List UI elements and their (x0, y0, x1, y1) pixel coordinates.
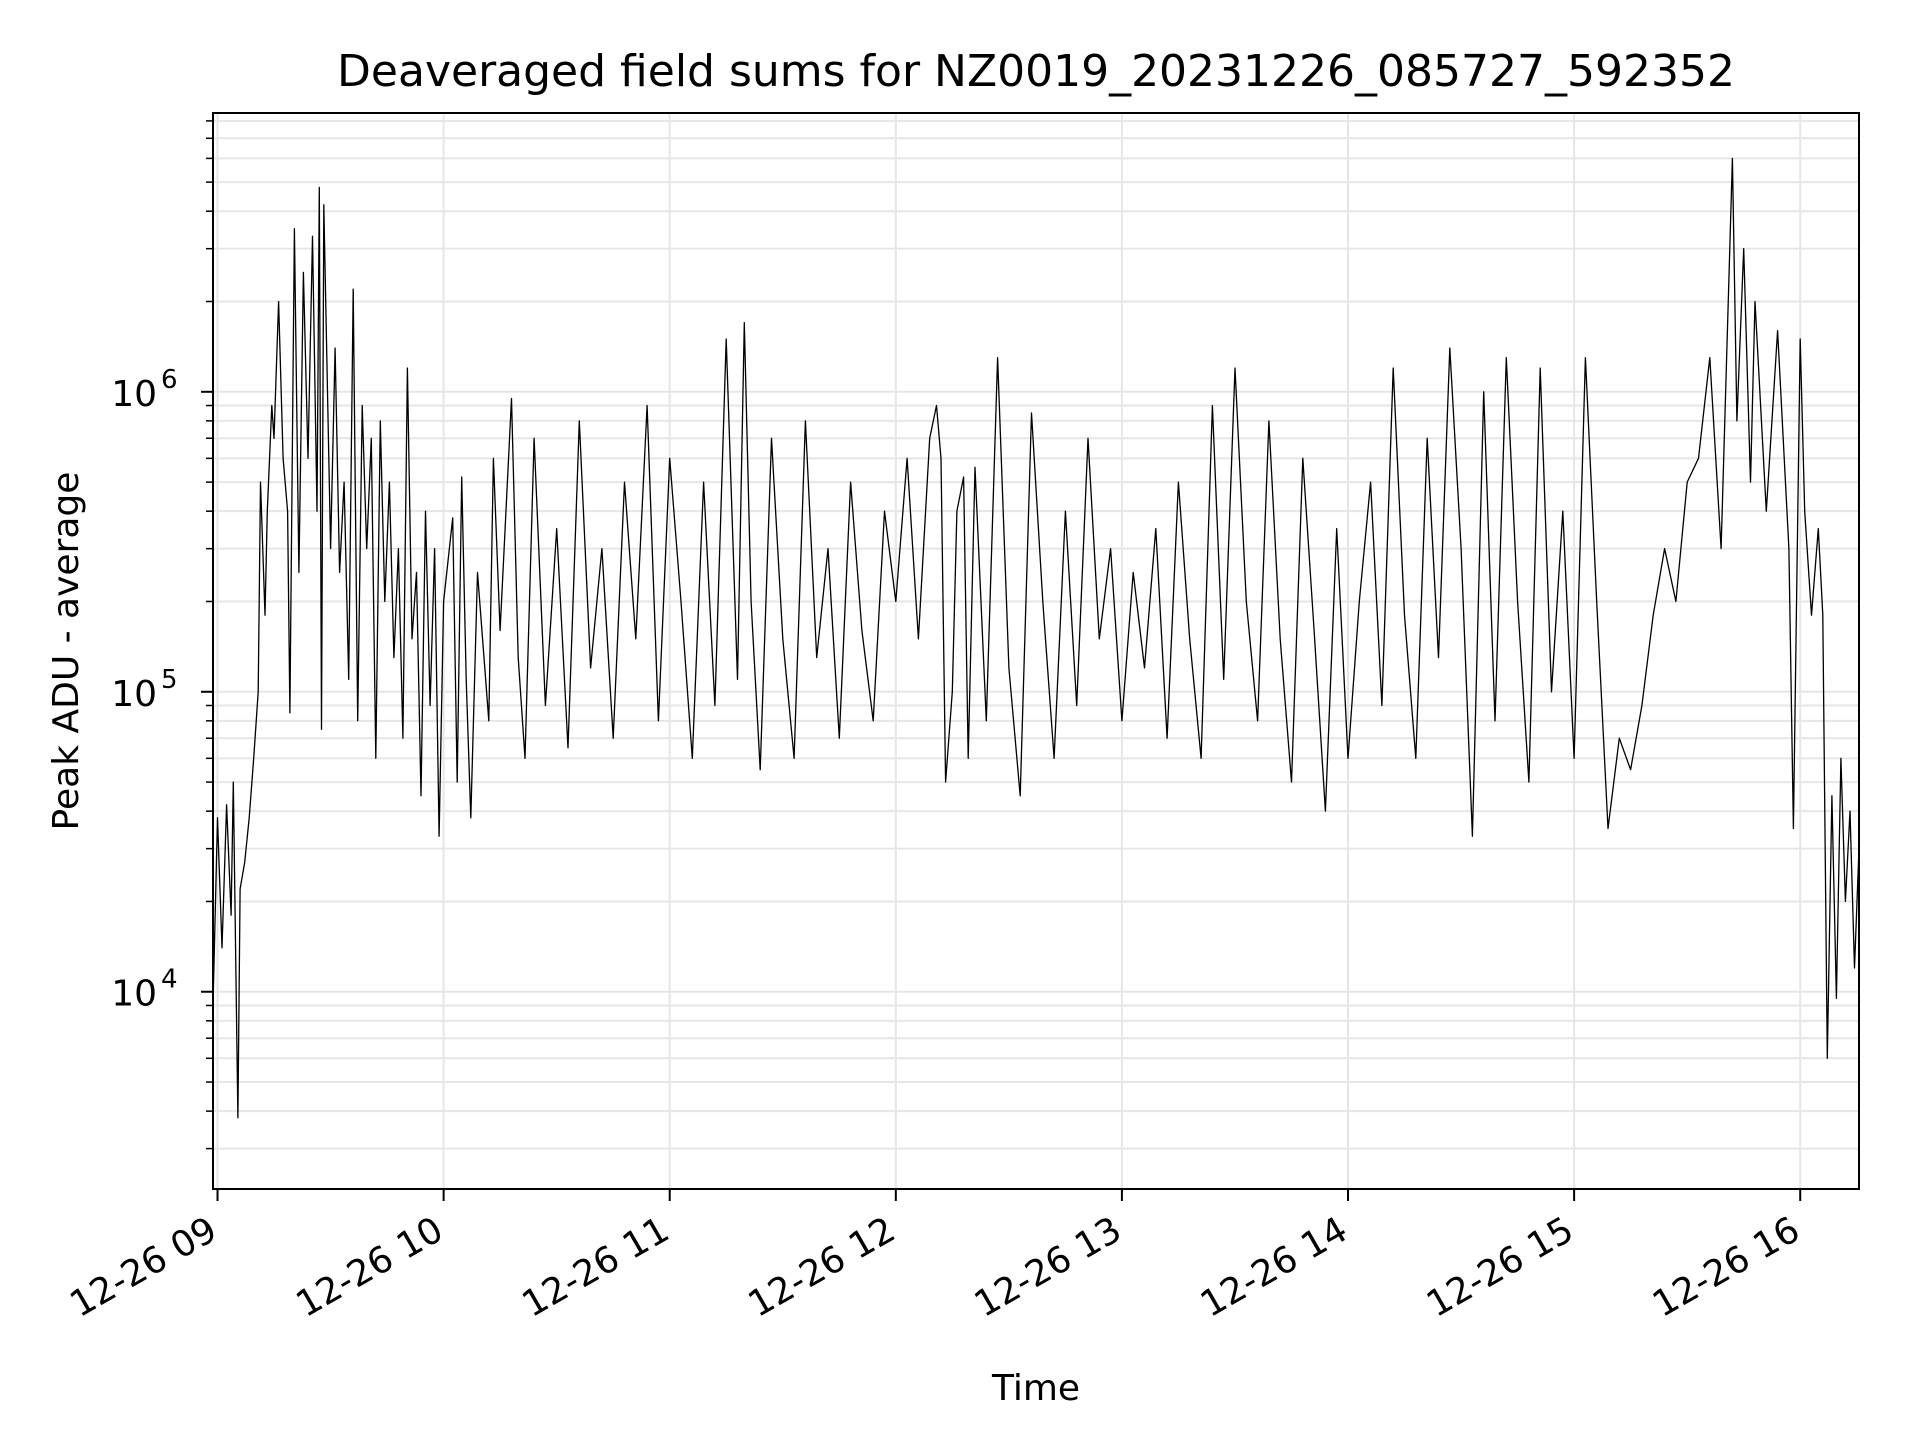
series-line (212, 157, 1860, 1119)
y-tick-exponent: 5 (161, 665, 178, 695)
y-tick-label: 10 (111, 674, 157, 715)
y-tick-exponent: 6 (161, 365, 178, 395)
y-tick-label: 10 (111, 974, 157, 1015)
plot-frame (212, 112, 1860, 1190)
x-axis-label: Time (991, 1368, 1080, 1409)
grid (213, 113, 1859, 1189)
y-axis-label: Peak ADU - average (46, 472, 87, 831)
y-tick-exponent: 4 (161, 965, 178, 995)
y-tick-label: 10 (111, 374, 157, 415)
chart-title: Deaveraged field sums for NZ0019_2023122… (337, 46, 1735, 97)
